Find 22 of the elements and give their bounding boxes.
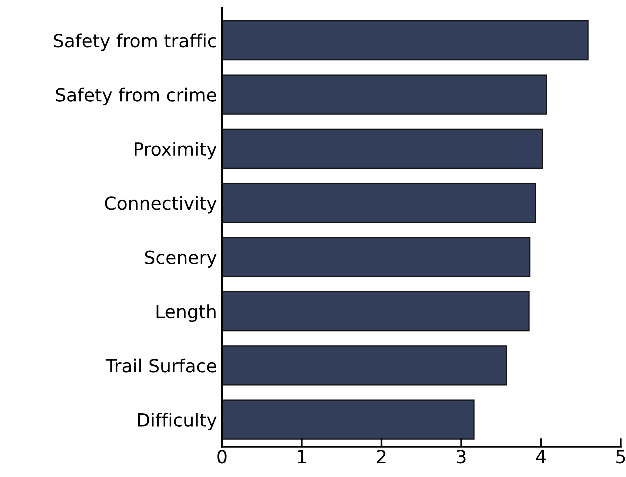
bar [222, 128, 544, 170]
bar [222, 400, 475, 440]
y-tick-label: Length [156, 304, 216, 322]
bar [222, 346, 508, 386]
bar [222, 291, 530, 332]
y-tick-label: Trail Surface [106, 358, 216, 373]
y-tick-label: Difficulty [138, 413, 217, 430]
y-tick-label: Safety from traffic [54, 34, 216, 52]
x-tick-label: 1 [298, 450, 306, 464]
x-tick-label: 3 [457, 450, 466, 464]
bar [222, 20, 589, 61]
bar [222, 183, 536, 224]
y-tick-label: Connectivity [105, 196, 217, 214]
bar [222, 74, 548, 115]
x-tick-label: 5 [616, 450, 626, 464]
y-tick-label: Scenery [145, 250, 217, 268]
y-tick-label: Safety from crime [56, 88, 216, 106]
bar [222, 237, 531, 278]
x-tick-label: 0 [218, 450, 227, 464]
x-tick-label: 4 [536, 450, 546, 464]
x-tick-label: 2 [377, 450, 386, 464]
y-tick-label: Proximity [135, 142, 217, 160]
